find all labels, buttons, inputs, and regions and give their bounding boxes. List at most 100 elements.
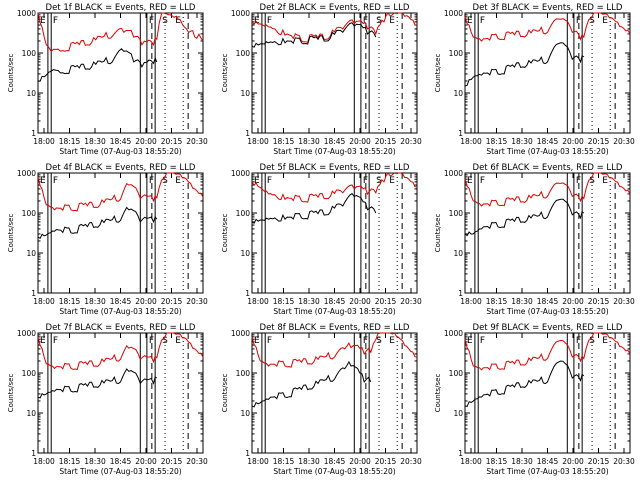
marker-E-start: E [40, 16, 46, 26]
y-tick-label: 100 [236, 209, 251, 218]
panel-det-5: Det 5f BLACK = Events, RED = LLD 1 10 100 10… [221, 163, 422, 316]
x-tick-label: 18:00 [247, 457, 269, 466]
series-lld [37, 332, 204, 371]
marker-F-start: F [267, 16, 272, 26]
marker-F-start: F [480, 336, 485, 346]
y-tick-label: 1 [31, 289, 36, 298]
marker-F: F [149, 336, 154, 346]
plot-frame [464, 172, 631, 294]
marker-S: S [589, 176, 595, 186]
x-tick-label: 20:30 [613, 457, 635, 466]
y-tick-label: 1000 [444, 9, 463, 18]
marker-E: E [602, 176, 608, 186]
plot-frame [251, 172, 418, 294]
marker-S: S [376, 16, 382, 26]
x-tick-label: 20:00 [349, 457, 371, 466]
series-events [251, 192, 377, 224]
x-tick-label: 18:00 [460, 297, 482, 306]
plot-frame [464, 12, 631, 134]
x-tick-label: 20:00 [135, 297, 157, 306]
x-tick-label: 20:00 [562, 137, 584, 146]
x-tick-label: 18:00 [460, 137, 482, 146]
chart-title: Det 1f BLACK = Events, RED = LLD [46, 3, 196, 13]
y-tick-label: 10 [26, 409, 36, 418]
x-tick-label: 20:30 [186, 297, 208, 306]
y-axis-label: Counts/sec [434, 374, 442, 413]
y-tick-label: 10 [26, 249, 36, 258]
x-axis-label: Start Time (07-Aug-03 18:55:20) [273, 467, 395, 476]
y-tick-label: 1000 [231, 9, 250, 18]
panel-det-7: Det 7f BLACK = Events, RED = LLD 1 10 100 10… [7, 323, 208, 476]
series-events [251, 360, 372, 408]
x-tick-label: 20:15 [375, 457, 397, 466]
marker-F: F [149, 16, 154, 26]
x-tick-label: 20:30 [400, 457, 422, 466]
y-axis-label: Counts/sec [7, 214, 15, 253]
x-tick-label: 18:30 [84, 297, 106, 306]
y-tick-label: 100 [236, 369, 251, 378]
x-tick-label: 18:15 [59, 297, 81, 306]
x-tick-label: 18:00 [33, 457, 55, 466]
y-tick-label: 1000 [17, 169, 36, 178]
panel-det-6: Det 6f BLACK = Events, RED = LLD 1 10 100 10… [434, 163, 635, 316]
panel-det-8: Det 8f BLACK = Events, RED = LLD 1 10 100 10… [221, 323, 422, 476]
x-tick-label: 18:30 [511, 297, 533, 306]
marker-F: F [149, 176, 154, 186]
marker-E-start: E [40, 336, 46, 346]
x-tick-label: 18:15 [486, 457, 508, 466]
series-lld [37, 12, 204, 53]
x-tick-label: 20:30 [400, 137, 422, 146]
marker-E-start: E [40, 176, 46, 186]
marker-S: S [589, 16, 595, 26]
x-tick-label: 18:15 [59, 137, 81, 146]
marker-S: S [376, 336, 382, 346]
panel-det-1: Det 1f BLACK = Events, RED = LLD 1 10 100 10… [7, 3, 208, 156]
x-tick-label: 18:45 [110, 457, 132, 466]
marker-F-start: F [480, 16, 485, 26]
y-axis-label: Counts/sec [221, 374, 229, 413]
chart-title: Det 4f BLACK = Events, RED = LLD [46, 163, 196, 173]
x-tick-label: 20:30 [186, 137, 208, 146]
y-tick-label: 10 [453, 89, 463, 98]
x-tick-label: 20:15 [161, 297, 183, 306]
y-tick-label: 10 [26, 89, 36, 98]
marker-F: F [576, 16, 581, 26]
marker-E-start: E [467, 336, 473, 346]
series-lld [251, 12, 418, 43]
x-tick-label: 18:30 [298, 297, 320, 306]
y-tick-label: 1 [458, 129, 463, 138]
marker-S: S [589, 336, 595, 346]
x-tick-label: 18:15 [59, 457, 81, 466]
y-tick-label: 100 [22, 209, 37, 218]
panel-det-9: Det 9f BLACK = Events, RED = LLD 1 10 100 10… [434, 323, 635, 476]
x-axis-label: Start Time (07-Aug-03 18:55:20) [59, 467, 181, 476]
series-events [37, 206, 158, 239]
marker-E-start: E [467, 16, 473, 26]
series-events [464, 42, 585, 87]
x-tick-label: 20:30 [613, 297, 635, 306]
marker-F-start: F [267, 176, 272, 186]
x-tick-label: 20:15 [588, 137, 610, 146]
y-tick-label: 1000 [17, 329, 36, 338]
series-lld [464, 332, 631, 371]
x-tick-label: 18:15 [273, 137, 295, 146]
x-tick-label: 18:15 [486, 137, 508, 146]
marker-F: F [363, 176, 368, 186]
series-lld [37, 172, 204, 212]
x-tick-label: 18:45 [537, 297, 559, 306]
marker-E-start: E [467, 176, 473, 186]
y-tick-label: 10 [453, 249, 463, 258]
marker-E-start: E [254, 16, 260, 26]
marker-E: E [175, 16, 181, 26]
y-tick-label: 1 [458, 449, 463, 458]
chart-title: Det 2f BLACK = Events, RED = LLD [260, 3, 410, 13]
marker-E: E [175, 336, 181, 346]
chart-title: Det 7f BLACK = Events, RED = LLD [46, 323, 196, 333]
panel-det-4: Det 4f BLACK = Events, RED = LLD 1 10 100 10… [7, 163, 208, 316]
x-tick-label: 18:30 [84, 457, 106, 466]
x-tick-label: 20:30 [186, 457, 208, 466]
chart-title: Det 9f BLACK = Events, RED = LLD [473, 323, 623, 333]
plot-frame [251, 332, 418, 454]
x-tick-label: 20:30 [400, 297, 422, 306]
